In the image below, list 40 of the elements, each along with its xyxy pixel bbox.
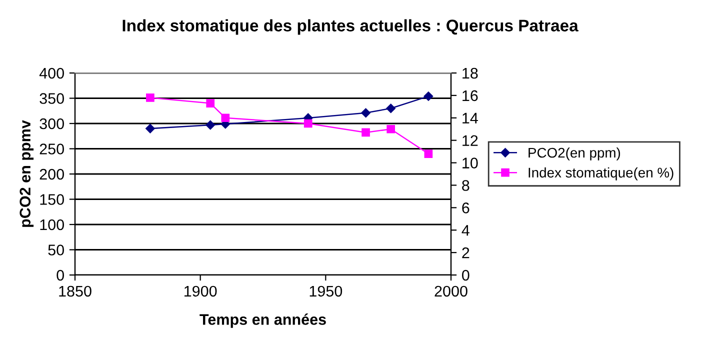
point	[206, 99, 215, 108]
point	[361, 108, 370, 118]
y2-tick-label: 16	[462, 90, 478, 102]
point	[146, 94, 154, 102]
x-tick-label: 2000	[434, 286, 468, 297]
y2-tick-label: 12	[462, 135, 478, 146]
point	[386, 124, 396, 134]
y2-tick-label: 8	[462, 180, 470, 191]
y-tick-label: 50	[48, 244, 64, 256]
point	[424, 150, 433, 158]
y2-tick-label: 14	[462, 112, 478, 124]
y2-tick-label: 4	[462, 225, 470, 236]
y-tick-label: 200	[40, 168, 64, 180]
y2-tick-label: 0	[462, 270, 470, 281]
point	[304, 119, 312, 128]
point	[146, 124, 155, 134]
y2-tick-label: 10	[462, 158, 478, 168]
y-tick-label: 350	[40, 93, 64, 104]
point	[424, 92, 434, 101]
y-tick-label: 0	[56, 270, 64, 281]
legend-label: Index stomatique(en %)	[528, 167, 674, 180]
legend-label: PCO2(en ppm)	[528, 147, 620, 160]
y-tick-label: 300	[40, 118, 64, 130]
y-tick-label: 250	[40, 144, 64, 154]
y2-tick-label: 18	[462, 68, 478, 79]
x-tick-label: 1950	[310, 286, 342, 297]
point	[386, 104, 396, 113]
x-axis-title: Temps en années	[200, 314, 326, 328]
chart-title: Index stomatique des plantes actuelles : Quercus Patraea	[122, 19, 578, 35]
point	[206, 120, 215, 130]
y-tick-label: 400	[39, 68, 64, 79]
point	[362, 128, 370, 137]
y-axis-title: pCO2 en ppmv	[20, 120, 34, 227]
y-tick-label: 150	[40, 194, 64, 205]
y-tick-label: 100	[40, 219, 64, 230]
y2-tick-label: 2	[462, 247, 470, 258]
point	[221, 114, 230, 122]
x-tick-label: 1850	[59, 286, 92, 297]
x-tick-label: 1900	[184, 286, 217, 297]
y2-tick-label: 6	[462, 202, 470, 214]
